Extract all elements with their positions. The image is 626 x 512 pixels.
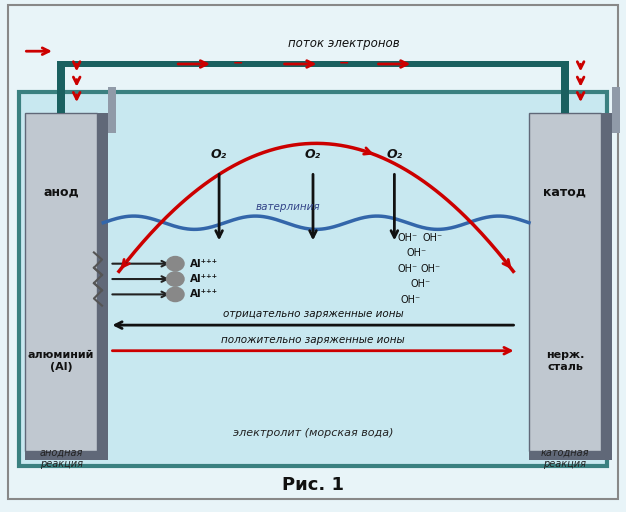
Text: Al⁺⁺⁺: Al⁺⁺⁺ bbox=[190, 259, 218, 269]
Text: ватерлиния: ватерлиния bbox=[255, 202, 321, 212]
Circle shape bbox=[167, 287, 184, 302]
Text: положительно заряженные ионы: положительно заряженные ионы bbox=[221, 334, 405, 345]
Text: OH⁻: OH⁻ bbox=[398, 233, 418, 243]
Text: OH⁻: OH⁻ bbox=[421, 264, 441, 274]
Text: OH⁻: OH⁻ bbox=[410, 279, 430, 289]
Text: OH⁻: OH⁻ bbox=[401, 294, 421, 305]
Bar bbox=[529, 451, 612, 460]
Text: нерж.
сталь: нерж. сталь bbox=[546, 350, 584, 372]
Text: анод: анод bbox=[43, 185, 79, 199]
Bar bbox=[601, 113, 612, 456]
Bar bbox=[108, 87, 116, 133]
Text: OН⁻: OН⁻ bbox=[423, 233, 443, 243]
Bar bbox=[529, 113, 601, 451]
Text: катодная
реакция: катодная реакция bbox=[541, 447, 589, 469]
Text: Рис. 1: Рис. 1 bbox=[282, 476, 344, 494]
Text: OH⁻: OH⁻ bbox=[398, 264, 418, 274]
Bar bbox=[25, 113, 97, 451]
Text: O₂: O₂ bbox=[386, 148, 403, 161]
Text: анодная
реакция: анодная реакция bbox=[39, 447, 83, 469]
Text: O₂: O₂ bbox=[211, 148, 227, 161]
Bar bbox=[57, 61, 65, 113]
Bar bbox=[97, 113, 108, 456]
Bar bbox=[561, 61, 568, 113]
Text: OH⁻: OH⁻ bbox=[407, 248, 427, 259]
Bar bbox=[25, 451, 108, 460]
Bar bbox=[19, 92, 607, 466]
Text: алюминий
(Al): алюминий (Al) bbox=[28, 350, 95, 372]
Circle shape bbox=[167, 257, 184, 271]
Bar bbox=[61, 61, 565, 67]
Text: O₂: O₂ bbox=[305, 148, 321, 161]
Text: Al⁺⁺⁺: Al⁺⁺⁺ bbox=[190, 274, 218, 284]
Bar bbox=[612, 87, 620, 133]
Text: −: − bbox=[233, 56, 243, 70]
Text: катод: катод bbox=[543, 185, 587, 199]
Text: отрицательно заряженные ионы: отрицательно заряженные ионы bbox=[223, 309, 403, 319]
Circle shape bbox=[167, 272, 184, 286]
Text: поток электронов: поток электронов bbox=[289, 37, 400, 50]
Text: электролит (морская вода): электролит (морская вода) bbox=[233, 428, 393, 438]
Text: −: − bbox=[339, 56, 349, 70]
Text: Al⁺⁺⁺: Al⁺⁺⁺ bbox=[190, 289, 218, 300]
